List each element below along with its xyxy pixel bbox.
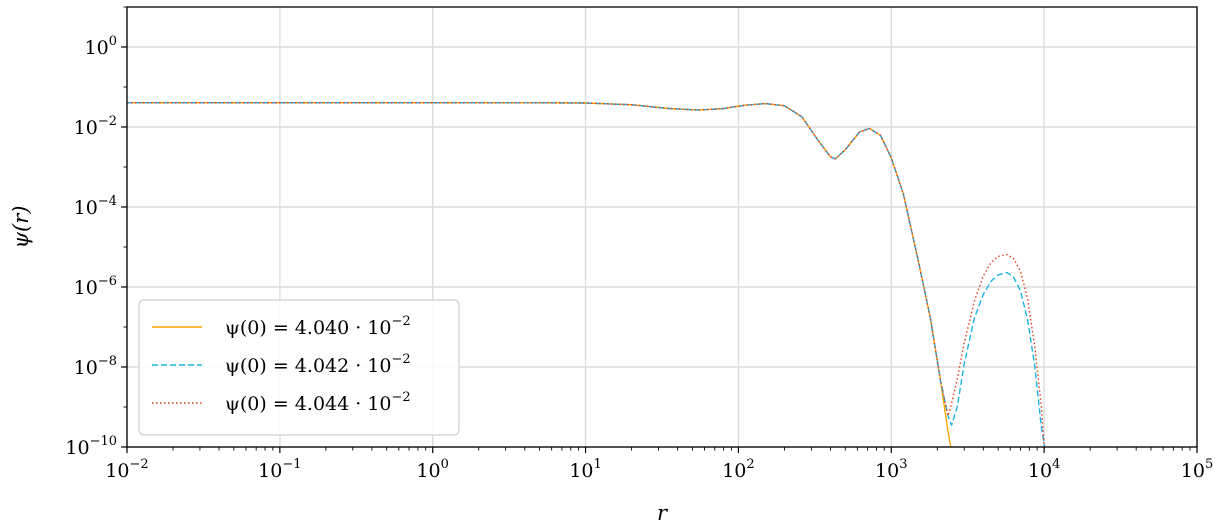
x-tick-labels: 10−2 10−1 100 101 102 103 104 105 — [105, 457, 1213, 482]
y-tick-label: 10−10 — [65, 434, 117, 459]
x-tick-label: 10−1 — [258, 457, 301, 482]
x-axis-title: r — [657, 501, 669, 525]
legend: ψ(0) = 4.040 · 10−2 ψ(0) = 4.042 · 10−2 ψ(… — [138, 299, 460, 436]
x-tick-label: 101 — [569, 457, 601, 482]
y-tick-label: 10−6 — [74, 274, 117, 299]
series-line-3 — [127, 102, 1045, 447]
legend-label: ψ(0) = 4.042 · 10−2 — [225, 352, 411, 377]
x-tick-label: 102 — [722, 457, 754, 482]
y-tick-label: 10−8 — [74, 354, 117, 379]
plot-frame — [126, 6, 1198, 448]
x-tick-label: 10−2 — [105, 457, 148, 482]
plot-area — [127, 102, 1046, 447]
grid — [126, 7, 1198, 448]
y-tick-label: 10−2 — [74, 114, 117, 139]
legend-box — [138, 299, 460, 436]
legend-label: ψ(0) = 4.044 · 10−2 — [225, 390, 411, 415]
y-tick-label: 10−4 — [74, 194, 117, 219]
x-tick-label: 104 — [1028, 457, 1060, 482]
y-tick-label: 100 — [85, 34, 117, 59]
x-tick-label: 103 — [875, 457, 907, 482]
y-tick-labels: 100 10−2 10−4 10−6 10−8 10−10 — [65, 34, 117, 459]
y-axis-title: ψ(r) — [9, 206, 33, 249]
x-tick-label: 100 — [416, 457, 448, 482]
legend-label: ψ(0) = 4.040 · 10−2 — [225, 314, 411, 339]
x-tick-label: 105 — [1181, 457, 1213, 482]
